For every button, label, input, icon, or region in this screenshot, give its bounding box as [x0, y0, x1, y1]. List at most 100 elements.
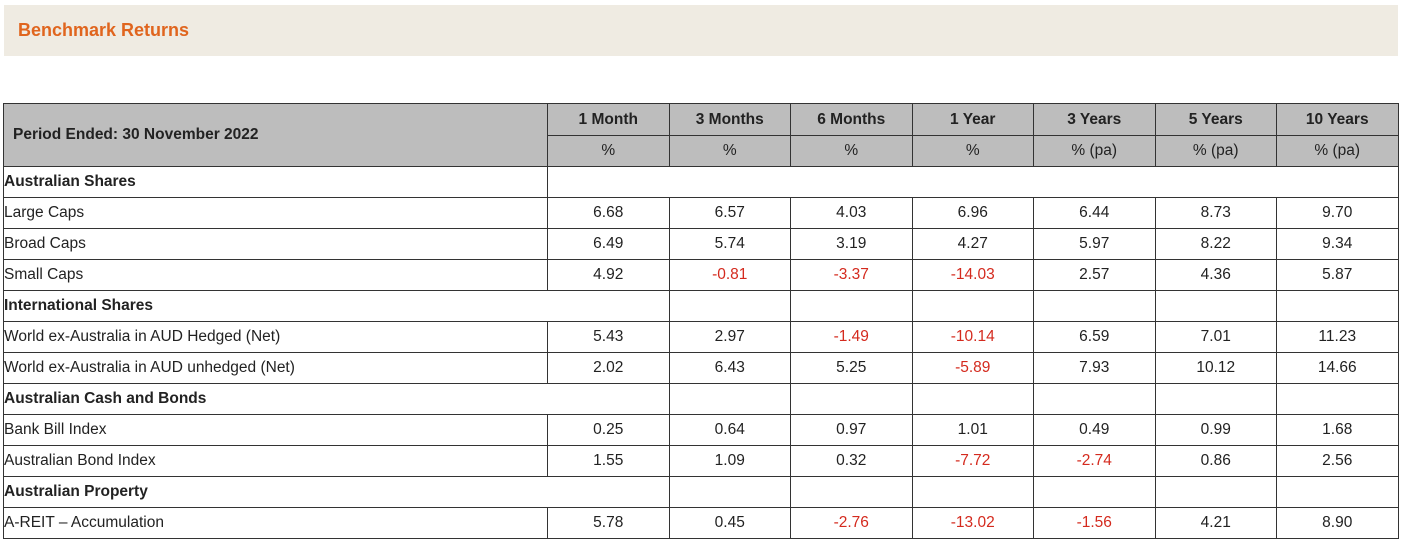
row-label: World ex-Australia in AUD unhedged (Net): [3, 352, 548, 384]
value-cell: 6.59: [1033, 321, 1156, 353]
value-cell: 5.78: [547, 507, 670, 539]
value-cell: -1.49: [790, 321, 913, 353]
value-cell: 0.45: [668, 507, 791, 539]
empty-cell: [668, 290, 791, 322]
column-header: 10 Years: [1276, 103, 1399, 136]
value-cell: 3.19: [790, 228, 913, 260]
table-body: Australian Shares Large Caps 6.68 6.57 4.03 6…: [3, 166, 1399, 539]
value-cell: 5.97: [1033, 228, 1156, 260]
value-cell: 4.92: [547, 259, 670, 291]
header-row: Period Ended: 30 November 2022 1 Month 3…: [3, 103, 1399, 167]
value-cell: 2.56: [1276, 445, 1399, 477]
empty-cell: [911, 290, 1034, 322]
empty-cell: [1276, 383, 1399, 415]
empty-cell: [1276, 290, 1399, 322]
table-row: Small Caps 4.92 -0.81 -3.37 -14.03 2.57 4.36 5.…: [3, 259, 1399, 291]
value-cell: 8.22: [1154, 228, 1277, 260]
column-header: 1 Year: [911, 103, 1034, 136]
value-cell: 9.34: [1276, 228, 1399, 260]
table-row: World ex-Australia in AUD Hedged (Net) 5.…: [3, 321, 1399, 353]
section-row: Australian Cash and Bonds: [3, 383, 1399, 415]
empty-cell: [1154, 290, 1277, 322]
section-title: Australian Property: [3, 476, 670, 508]
value-cell: 6.96: [911, 197, 1034, 229]
value-cell: -5.89: [911, 352, 1034, 384]
value-cell: 6.57: [668, 197, 791, 229]
value-cell: 14.66: [1276, 352, 1399, 384]
value-cell: 0.97: [790, 414, 913, 446]
value-cell: 5.43: [547, 321, 670, 353]
value-cell: 2.02: [547, 352, 670, 384]
column-unit: %: [790, 135, 913, 167]
empty-cell: [911, 476, 1034, 508]
value-cell: -14.03: [911, 259, 1034, 291]
row-label: A-REIT – Accumulation: [3, 507, 548, 539]
section-title: International Shares: [3, 290, 670, 322]
column-header: 3 Months: [668, 103, 791, 136]
row-label: Large Caps: [3, 197, 548, 229]
empty-cell: [911, 383, 1034, 415]
value-cell: 8.90: [1276, 507, 1399, 539]
column-unit: % (pa): [1276, 135, 1399, 167]
value-cell: 1.09: [668, 445, 791, 477]
value-cell: 0.25: [547, 414, 670, 446]
section-title: Australian Shares: [3, 166, 548, 198]
value-cell: 0.64: [668, 414, 791, 446]
column-unit: %: [911, 135, 1034, 167]
column-unit: % (pa): [1033, 135, 1156, 167]
value-cell: 4.21: [1154, 507, 1277, 539]
value-cell: 4.36: [1154, 259, 1277, 291]
column-unit: % (pa): [1154, 135, 1277, 167]
page-title: Benchmark Returns: [18, 20, 190, 40]
section-row: Australian Property: [3, 476, 1399, 508]
table-row: World ex-Australia in AUD unhedged (Net)…: [3, 352, 1399, 384]
value-cell: 4.03: [790, 197, 913, 229]
value-cell: 5.74: [668, 228, 791, 260]
empty-cell: [790, 383, 913, 415]
value-cell: 11.23: [1276, 321, 1399, 353]
column-header: 6 Months: [790, 103, 913, 136]
empty-cell: [1154, 476, 1277, 508]
value-cell: 5.25: [790, 352, 913, 384]
empty-cell: [1154, 383, 1277, 415]
value-cell: 4.27: [911, 228, 1034, 260]
value-cell: 6.68: [547, 197, 670, 229]
column-header: 3 Years: [1033, 103, 1156, 136]
value-cell: 0.32: [790, 445, 913, 477]
empty-cell: [790, 290, 913, 322]
column-header: 1 Month: [547, 103, 670, 136]
value-cell: -7.72: [911, 445, 1034, 477]
value-cell: 0.49: [1033, 414, 1156, 446]
title-banner: Benchmark Returns: [4, 5, 1398, 56]
row-label: Australian Bond Index: [3, 445, 548, 477]
value-cell: 10.12: [1154, 352, 1277, 384]
empty-cell: [668, 383, 791, 415]
table-row: Australian Bond Index 1.55 1.09 0.32 -7.72 -2…: [3, 445, 1399, 477]
value-cell: 1.55: [547, 445, 670, 477]
period-label: Period Ended: 30 November 2022: [3, 103, 548, 167]
value-cell: -2.74: [1033, 445, 1156, 477]
row-label: Bank Bill Index: [3, 414, 548, 446]
value-cell: 8.73: [1154, 197, 1277, 229]
value-cell: 0.99: [1154, 414, 1277, 446]
table-row: A-REIT – Accumulation 5.78 0.45 -2.76 -13.02…: [3, 507, 1399, 539]
empty-cell: [1276, 476, 1399, 508]
empty-cell: [668, 476, 791, 508]
returns-table: Period Ended: 30 November 2022 1 Month 3…: [3, 103, 1399, 539]
value-cell: -13.02: [911, 507, 1034, 539]
column-unit: %: [547, 135, 670, 167]
value-cell: 2.97: [668, 321, 791, 353]
unit-row: % % % % % (pa) % (pa) % (pa): [4, 135, 1399, 167]
value-cell: 7.93: [1033, 352, 1156, 384]
value-cell: 5.87: [1276, 259, 1399, 291]
value-cell: -3.37: [790, 259, 913, 291]
section-title: Australian Cash and Bonds: [3, 383, 670, 415]
column-header: 5 Years: [1154, 103, 1277, 136]
value-cell: -2.76: [790, 507, 913, 539]
value-cell: 6.44: [1033, 197, 1156, 229]
value-cell: 1.01: [911, 414, 1034, 446]
row-label: Broad Caps: [3, 228, 548, 260]
column-unit: %: [668, 135, 791, 167]
section-filler: [547, 166, 1399, 198]
table-row: Broad Caps 6.49 5.74 3.19 4.27 5.97 8.22 9.34: [3, 228, 1399, 260]
